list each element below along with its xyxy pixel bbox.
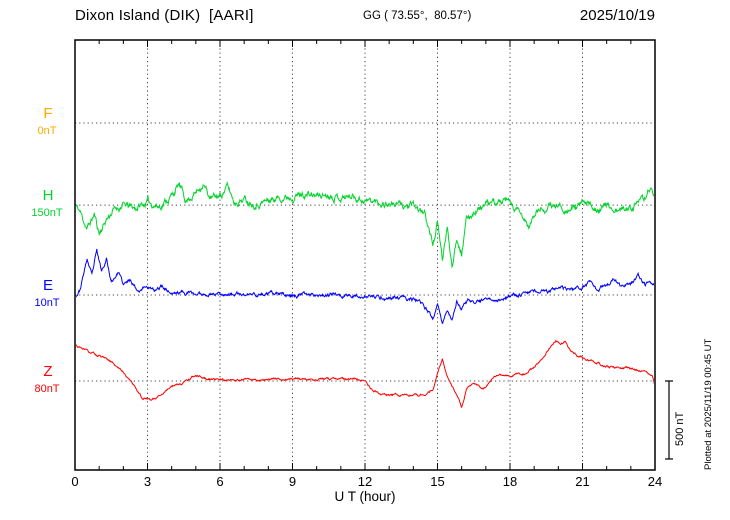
series-label-F: F	[43, 104, 53, 122]
trace-Z	[76, 339, 654, 409]
plot-border	[74, 39, 656, 471]
x-tick-label: 21	[575, 474, 589, 489]
plotted-timestamp-note: Plotted at 2025/11/19 00:45 UT	[703, 338, 714, 470]
x-tick-label: 12	[358, 474, 372, 489]
series-baseline-value-Z: 80nT	[34, 382, 60, 395]
series-baseline-value-F: 0nT	[37, 124, 57, 137]
trace-H	[76, 181, 654, 269]
station-title: Dixon Island (DIK) [AARI]	[75, 7, 254, 24]
series-label-H: H	[42, 187, 54, 205]
trace-E	[76, 248, 654, 324]
series-baseline-value-E: 10nT	[34, 296, 60, 309]
x-tick-label: 15	[430, 474, 444, 489]
plot-date: 2025/10/19	[579, 7, 655, 24]
x-axis-label: U T (hour)	[334, 489, 396, 504]
scalebar-label: 500 nT	[674, 411, 686, 446]
series-label-E: E	[42, 276, 53, 294]
x-tick-label: 9	[289, 474, 296, 489]
x-tick-label: 6	[216, 474, 223, 489]
series-label-Z: Z	[43, 362, 53, 380]
x-tick-label: 24	[648, 474, 662, 489]
x-tick-label: 18	[503, 474, 517, 489]
x-tick-label: 3	[144, 474, 151, 489]
geographic-coords: GG ( 73.55°, 80.57°)	[363, 10, 472, 22]
x-tick-label: 0	[71, 474, 78, 489]
series-baseline-value-H: 150nT	[31, 207, 63, 220]
